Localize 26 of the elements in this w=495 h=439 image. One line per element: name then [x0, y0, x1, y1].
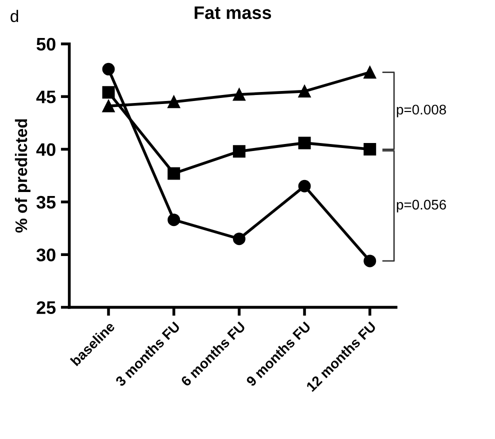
text: p=0.008	[396, 104, 446, 118]
y-tick-label: 25	[36, 301, 56, 314]
y-tick-label: 30	[36, 248, 56, 262]
point	[364, 66, 376, 79]
text: p=0.056	[396, 200, 446, 212]
point	[232, 145, 246, 158]
point	[102, 100, 115, 112]
y-tick-label: 45	[36, 90, 56, 104]
point	[102, 62, 115, 76]
chart-title: Fat mass	[194, 6, 272, 20]
point	[298, 180, 311, 192]
y-tick-label: 35	[36, 196, 56, 209]
y-axis-title: % of predicted	[14, 119, 30, 233]
point	[168, 96, 180, 108]
point	[298, 85, 311, 98]
text: d	[10, 10, 18, 22]
y-tick-label: 50	[36, 38, 56, 51]
point	[364, 254, 376, 268]
point	[298, 136, 311, 150]
point	[168, 167, 180, 180]
point	[232, 232, 246, 246]
point	[168, 214, 180, 226]
point	[364, 143, 376, 156]
point	[232, 88, 246, 101]
y-tick-label: 40	[36, 143, 56, 156]
point	[102, 86, 115, 99]
